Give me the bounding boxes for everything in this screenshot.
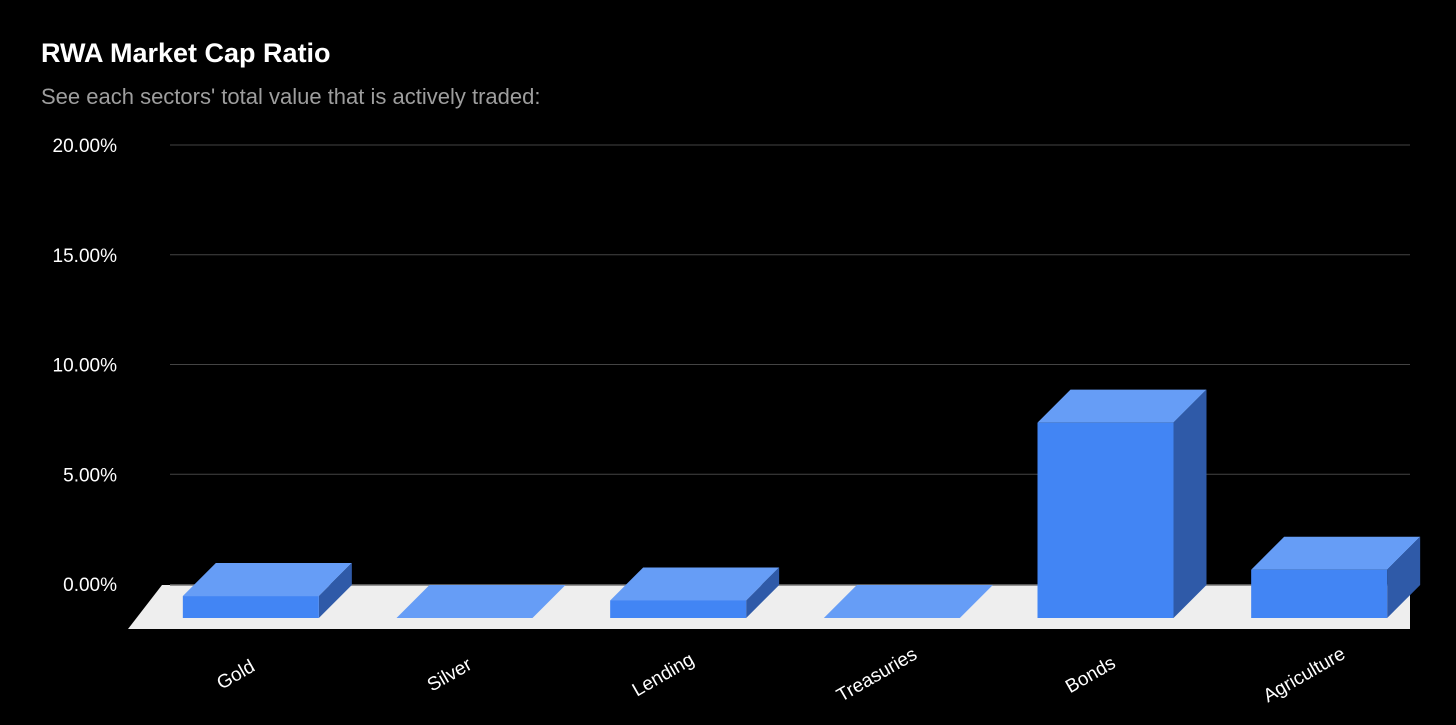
bar-top-face	[396, 585, 566, 618]
bar-side-face	[1173, 389, 1207, 618]
y-axis: 0.00% 5.00% 10.00% 15.00% 20.00%	[53, 136, 118, 596]
bar-side-face	[318, 563, 352, 618]
y-tick-label: 5.00%	[63, 465, 117, 486]
bar-front-face	[610, 600, 747, 618]
y-tick-label: 0.00%	[63, 575, 117, 596]
bar-silver	[396, 585, 566, 618]
bar-front-face	[1037, 422, 1174, 618]
bar-agriculture	[1251, 536, 1421, 618]
bar-top-face	[823, 585, 993, 618]
y-tick-label: 15.00%	[53, 246, 118, 267]
bar-treasuries	[823, 585, 993, 618]
x-tick-label: Bonds	[1062, 653, 1119, 698]
gridlines	[170, 144, 1410, 475]
x-tick-label: Agriculture	[1260, 643, 1349, 707]
bar-bonds	[1037, 389, 1207, 618]
x-tick-label: Gold	[213, 656, 258, 694]
bar-top-face	[1037, 389, 1207, 423]
bar-front-face	[182, 596, 319, 618]
bar-front-face	[1251, 569, 1388, 618]
y-tick-label: 10.00%	[53, 356, 118, 377]
x-tick-label: Treasuries	[833, 644, 921, 707]
x-axis: Gold Silver Lending Treasuries Bonds Agricult…	[213, 643, 1349, 707]
bar-side-face	[1387, 536, 1421, 618]
x-tick-label: Lending	[629, 649, 698, 701]
bar-side-face	[746, 567, 780, 618]
bar-gold	[182, 563, 352, 618]
bar-top-face	[610, 567, 780, 601]
y-tick-label: 20.00%	[53, 136, 118, 157]
x-tick-label: Silver	[424, 654, 476, 696]
chart-subtitle: See each sectors' total value that is ac…	[41, 84, 541, 109]
bar-top-face	[182, 563, 352, 597]
bar-lending	[610, 567, 780, 618]
chart-title: RWA Market Cap Ratio	[41, 38, 331, 68]
bars	[182, 389, 1421, 618]
bar-top-face	[1251, 536, 1421, 570]
